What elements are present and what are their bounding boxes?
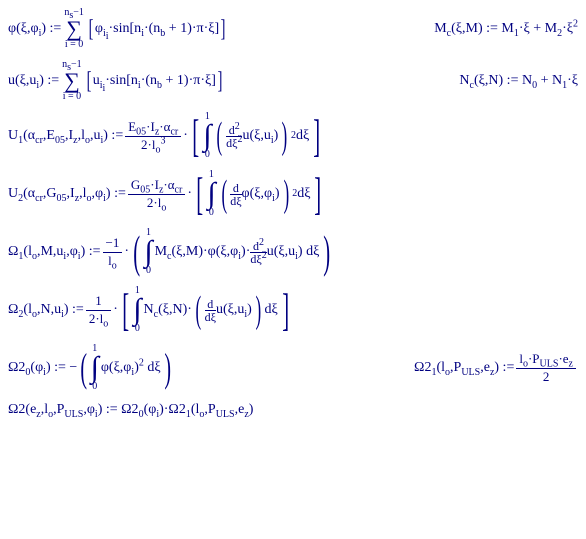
outer-bracket: [ 1 ∫ 0 ( d dξ φ(ξ,φi) ) 2 dξ ] <box>192 170 326 218</box>
second-derivative: d2 dξ2 <box>226 124 242 149</box>
first-derivative: d dξ <box>205 298 216 323</box>
phi-definition: φ(ξ,φi) := ns−1 ∑ i = 0 [ φii·sin[ni·(nb… <box>8 8 227 50</box>
lhs: U1(αcr,E05,Iz,lo,ui) := <box>8 128 123 144</box>
integral-icon: ∫ <box>91 354 99 382</box>
integral-icon: ∫ <box>203 122 211 150</box>
bracket: [ φii·sin[ni·(nb + 1)·π·ξ] ] <box>87 17 227 41</box>
sigma-icon: ∑ <box>64 70 80 92</box>
integral-icon: ∫ <box>144 238 152 266</box>
outer-bracket: [ 1 ∫ 0 Nc(ξ,N)· ( d dξ u(ξ,ui) ) dξ ] <box>118 286 293 334</box>
integral: 1 ∫ 0 Mc(ξ,M)·φ(ξ,φi)· d2 dξ2 u(ξ,ui) dξ <box>144 228 319 276</box>
fraction: 1 2·lo <box>86 293 111 327</box>
fraction: lo·PULS·ez 2 <box>516 351 576 385</box>
integral: 1 ∫ 0 ( d2 dξ2 u(ξ,ui) ) 2 dξ <box>203 112 309 160</box>
second-derivative: d2 dξ2 <box>250 240 266 265</box>
integral-icon: ∫ <box>133 296 141 324</box>
omega2-composite: Ω2(ez,lo,PULS,φi) := Ω20(φi)·Ω21(lo,PULS… <box>8 402 253 418</box>
sigma-icon: ∑ <box>66 18 82 40</box>
omega21-definition: Ω21(lo,PULS,ez) := lo·PULS·ez 2 <box>394 351 578 385</box>
equation-row-2: u(ξ,ui) := ns−1 ∑ i = 0 [ uii·sin[ni·(nb… <box>8 60 578 102</box>
bracket: [ uii·sin[ni·(nb + 1)·π·ξ] ] <box>85 69 224 93</box>
omega1-definition: Ω1(lo,M,ui,φi) := −1 lo · ( 1 ∫ 0 Mc(ξ,M… <box>8 228 335 276</box>
fraction: E05·Iz·αcr 2·lo3 <box>125 119 181 153</box>
first-derivative: d dξ <box>230 182 241 207</box>
lhs: u(ξ,ui) := <box>8 73 59 89</box>
equation-row-6: Ω2(lo,N,ui) := 1 2·lo · [ 1 ∫ 0 Nc(ξ,N)·… <box>8 286 578 334</box>
integral: 1 ∫ 0 φ(ξ,φi)2 dξ <box>91 344 161 392</box>
equation-row-4: U2(αcr,G05,Iz,lo,φi) := G05·Iz·αcr 2·lo … <box>8 170 578 218</box>
equation-row-7: Ω20(φi) := − ( 1 ∫ 0 φ(ξ,φi)2 dξ ) Ω21(l… <box>8 344 578 392</box>
integral: 1 ∫ 0 Nc(ξ,N)· ( d dξ u(ξ,ui) ) dξ <box>133 286 277 334</box>
u-definition: u(ξ,ui) := ns−1 ∑ i = 0 [ uii·sin[ni·(nb… <box>8 60 224 102</box>
equation-row-3: U1(αcr,E05,Iz,lo,ui) := E05·Iz·αcr 2·lo3… <box>8 112 578 160</box>
u1-definition: U1(αcr,E05,Iz,lo,ui) := E05·Iz·αcr 2·lo3… <box>8 112 325 160</box>
lhs: φ(ξ,φi) := <box>8 21 61 37</box>
omega2-definition: Ω2(lo,N,ui) := 1 2·lo · [ 1 ∫ 0 Nc(ξ,N)·… <box>8 286 293 334</box>
nc-definition: Nc(ξ,N) := N0 + N1·ξ <box>439 73 578 89</box>
lhs: Ω1(lo,M,ui,φi) := <box>8 244 101 260</box>
paren-group: ( 1 ∫ 0 Mc(ξ,M)·φ(ξ,φi)· d2 dξ2 u(ξ,ui) … <box>129 228 335 276</box>
mc-definition: Mc(ξ,M) := M1·ξ + M2·ξ2 <box>414 21 578 37</box>
paren-group: ( 1 ∫ 0 φ(ξ,φi)2 dξ ) <box>77 344 174 392</box>
omega20-definition: Ω20(φi) := − ( 1 ∫ 0 φ(ξ,φi)2 dξ ) <box>8 344 174 392</box>
equation-row-5: Ω1(lo,M,ui,φi) := −1 lo · ( 1 ∫ 0 Mc(ξ,M… <box>8 228 578 276</box>
summation: ns−1 ∑ i = 0 <box>62 60 82 102</box>
integral: 1 ∫ 0 ( d dξ φ(ξ,φi) ) 2 dξ <box>207 170 310 218</box>
lhs: Ω2(lo,N,ui) := <box>8 302 84 318</box>
outer-bracket: [ 1 ∫ 0 ( d2 dξ2 u(ξ,ui) ) 2 dξ ] <box>188 112 325 160</box>
summation: ns−1 ∑ i = 0 <box>64 8 84 50</box>
lhs: Ω20(φi) := − <box>8 360 77 376</box>
fraction: G05·Iz·αcr 2·lo <box>128 177 185 211</box>
lhs: U2(αcr,G05,Iz,lo,φi) := <box>8 186 126 202</box>
integral-icon: ∫ <box>207 180 215 208</box>
u2-definition: U2(αcr,G05,Iz,lo,φi) := G05·Iz·αcr 2·lo … <box>8 170 326 218</box>
equation-row-1: φ(ξ,φi) := ns−1 ∑ i = 0 [ φii·sin[ni·(nb… <box>8 8 578 50</box>
equation-row-8: Ω2(ez,lo,PULS,φi) := Ω20(φi)·Ω21(lo,PULS… <box>8 402 578 418</box>
fraction: −1 lo <box>103 235 123 269</box>
